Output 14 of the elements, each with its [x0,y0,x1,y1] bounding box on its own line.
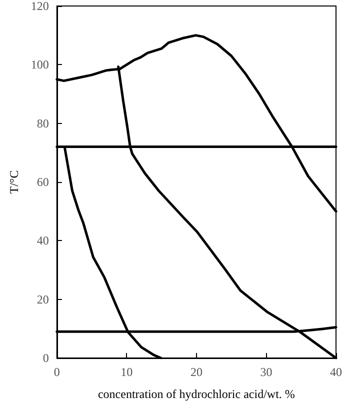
y-tick-label: 120 [30,0,49,13]
x-axis-title: concentration of hydrochloric acid/wt. % [98,387,295,401]
y-tick-label: 60 [36,175,49,189]
y-axis-title: T/°C [7,170,21,194]
y-tick-label: 80 [36,116,49,130]
y-tick-label: 20 [36,292,49,306]
x-tick-label: 20 [190,365,202,379]
x-tick-label: 40 [330,365,342,379]
x-tick-label: 0 [54,365,60,379]
x-tick-label: 30 [260,365,272,379]
y-tick-label: 100 [30,58,49,72]
y-tick-label: 0 [42,351,49,365]
x-tick-label: 10 [120,365,133,379]
y-tick-label: 40 [36,234,49,248]
